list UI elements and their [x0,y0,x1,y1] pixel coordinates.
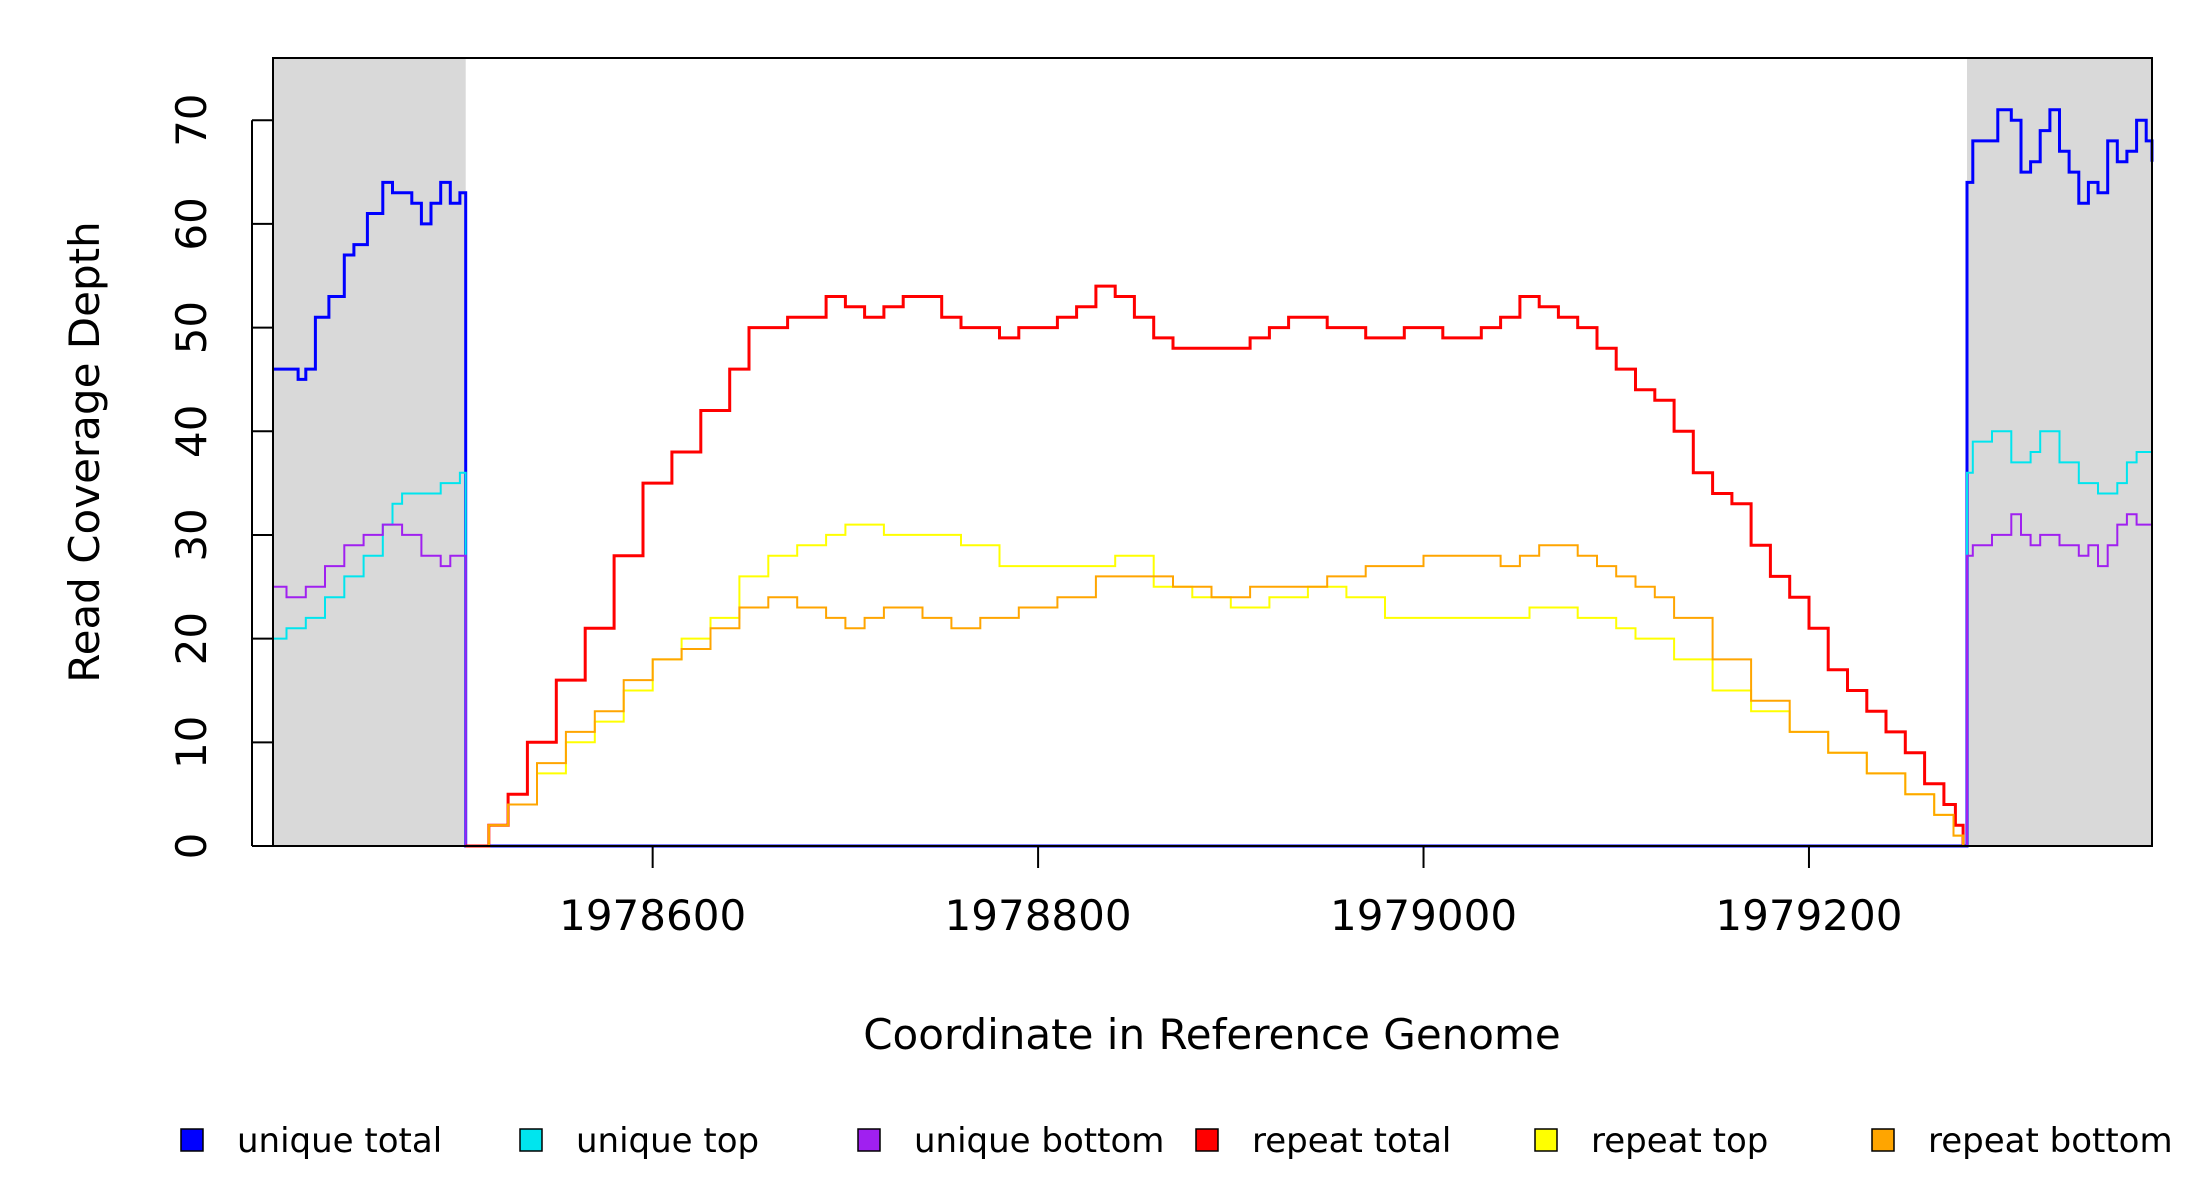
legend-item: unique bottom [857,1121,1164,1161]
y-tick-label: 20 [167,612,216,665]
legend-item: repeat bottom [1871,1121,2173,1161]
legend-label: repeat bottom [1928,1121,2173,1161]
legend-item: repeat top [1534,1121,1768,1161]
x-tick-label: 1978800 [945,891,1132,940]
y-axis: 0 10 20 30 40 50 60 70 [167,93,273,859]
legend-swatch [1534,1128,1558,1152]
legend-item: repeat total [1195,1121,1451,1161]
legend-swatch [180,1128,204,1152]
y-tick-label: 70 [167,93,216,146]
legend-swatch [857,1128,881,1152]
x-tick-label: 1979200 [1715,891,1902,940]
series-line-repeat-total [465,284,1965,848]
series-line-repeat-top [465,523,1965,847]
x-axis: 1978600 1978800 1979000 1979200 [559,846,1902,940]
legend-label: repeat top [1591,1121,1768,1161]
y-tick-label: 30 [167,508,216,561]
legend-label: repeat total [1252,1121,1451,1161]
legend-item: unique top [519,1121,759,1161]
legend-label: unique total [237,1121,442,1161]
legend: unique total unique top unique bottom repea… [180,1121,2173,1161]
y-tick-label: 50 [167,301,216,354]
y-axis-label: Read Coverage Depth [60,221,109,682]
legend-item: unique total [180,1121,442,1161]
y-tick-label: 40 [167,405,216,458]
x-axis-label: Coordinate in Reference Genome [863,1010,1561,1059]
x-tick-label: 1978600 [559,891,746,940]
y-tick-label: 10 [167,716,216,769]
y-tick-label: 60 [167,197,216,250]
series-lines [273,108,2154,848]
series-line-unique-top [273,430,2153,847]
legend-swatch [519,1128,543,1152]
series-line-unique-bottom [273,513,2153,847]
y-tick-label: 0 [167,833,216,860]
series-line-repeat-bottom [465,544,1965,847]
legend-swatch [1871,1128,1895,1152]
shaded-region-0 [273,58,466,846]
legend-label: unique bottom [914,1121,1164,1161]
plot-frame [272,57,2153,847]
legend-swatch [1195,1128,1219,1152]
x-tick-label: 1979000 [1330,891,1517,940]
legend-label: unique top [576,1121,759,1161]
